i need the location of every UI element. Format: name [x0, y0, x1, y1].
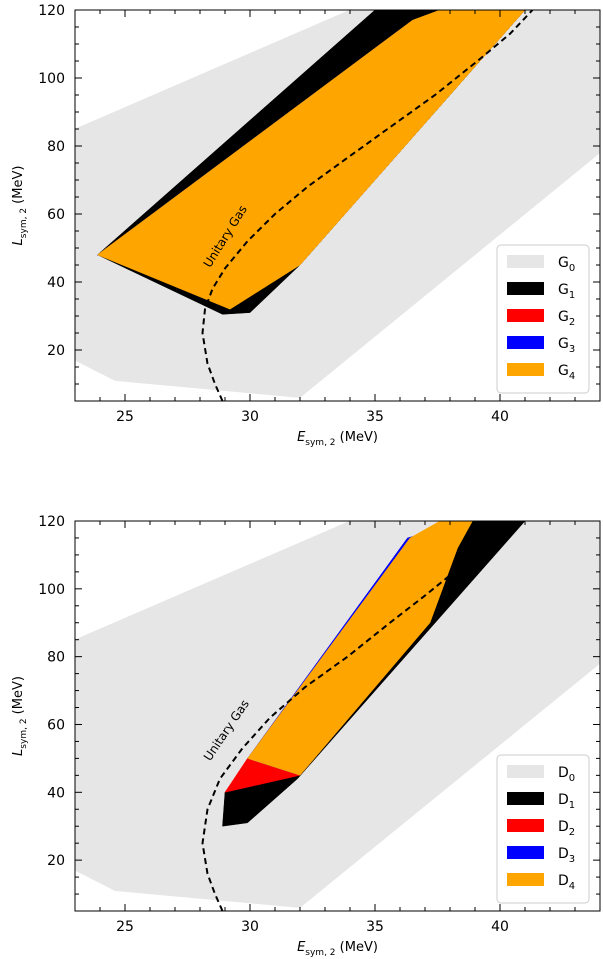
- legend-label: D0: [558, 765, 575, 784]
- legend-swatch: [507, 792, 544, 805]
- legend-swatch: [507, 846, 544, 859]
- legend-label: G2: [558, 309, 575, 328]
- legend-swatch: [507, 282, 544, 295]
- y-tick-label: 80: [47, 650, 65, 666]
- legend-swatch: [507, 309, 544, 322]
- y-tick-label: 20: [47, 853, 65, 869]
- legend-swatch: [507, 255, 544, 268]
- x-tick-label: 30: [241, 919, 259, 935]
- unitary-gas-curve: [201, 10, 534, 401]
- legend: D0 D1 D2 D3 D4: [496, 754, 590, 904]
- x-tick-label: 25: [116, 919, 134, 935]
- legend-label: G0: [558, 255, 575, 274]
- x-axis-label: Esym, 2 (MeV): [297, 430, 378, 448]
- y-axis-label: Lsym, 2 (MeV): [11, 676, 29, 756]
- x-tick-label: 25: [116, 409, 134, 425]
- y-tick-label: 120: [38, 3, 65, 19]
- x-tick-label: 35: [366, 919, 384, 935]
- y-tick-label: 40: [47, 785, 65, 801]
- legend-swatch: [507, 873, 544, 886]
- legend-swatch: [507, 336, 544, 349]
- legend-label: D1: [558, 792, 575, 811]
- x-tick-label: 35: [366, 409, 384, 425]
- legend-label: D2: [558, 819, 575, 838]
- axes-frame: [74, 520, 601, 912]
- y-tick-label: 100: [38, 71, 65, 87]
- region-g4: [96, 10, 526, 310]
- region-d4: [247, 521, 473, 776]
- y-tick-label: 100: [38, 582, 65, 598]
- y-tick-label: 60: [47, 207, 65, 223]
- legend-swatch: [507, 765, 544, 778]
- y-axis-label: Lsym, 2 (MeV): [11, 166, 29, 246]
- x-tick-label: 30: [241, 409, 259, 425]
- legend-label: G3: [558, 336, 575, 355]
- axes-frame: [74, 9, 601, 402]
- y-tick-label: 40: [47, 275, 65, 291]
- legend-label: G1: [558, 282, 575, 301]
- y-tick-label: 80: [47, 139, 65, 155]
- legend-swatch: [507, 819, 544, 832]
- legend-label: G4: [558, 363, 575, 382]
- y-tick-label: 120: [38, 514, 65, 530]
- legend-swatch: [507, 363, 544, 376]
- y-tick-label: 60: [47, 717, 65, 733]
- legend: G0 G1 G2 G3 G4: [496, 244, 590, 394]
- unitary-gas-curve: [201, 554, 471, 911]
- x-tick-label: 40: [491, 919, 509, 935]
- plot-area: [75, 521, 600, 911]
- x-tick-label: 40: [491, 409, 509, 425]
- plot-area: [75, 10, 600, 401]
- legend-label: D3: [558, 846, 575, 865]
- y-tick-label: 20: [47, 343, 65, 359]
- legend-label: D4: [558, 873, 575, 892]
- x-axis-label: Esym, 2 (MeV): [297, 940, 378, 958]
